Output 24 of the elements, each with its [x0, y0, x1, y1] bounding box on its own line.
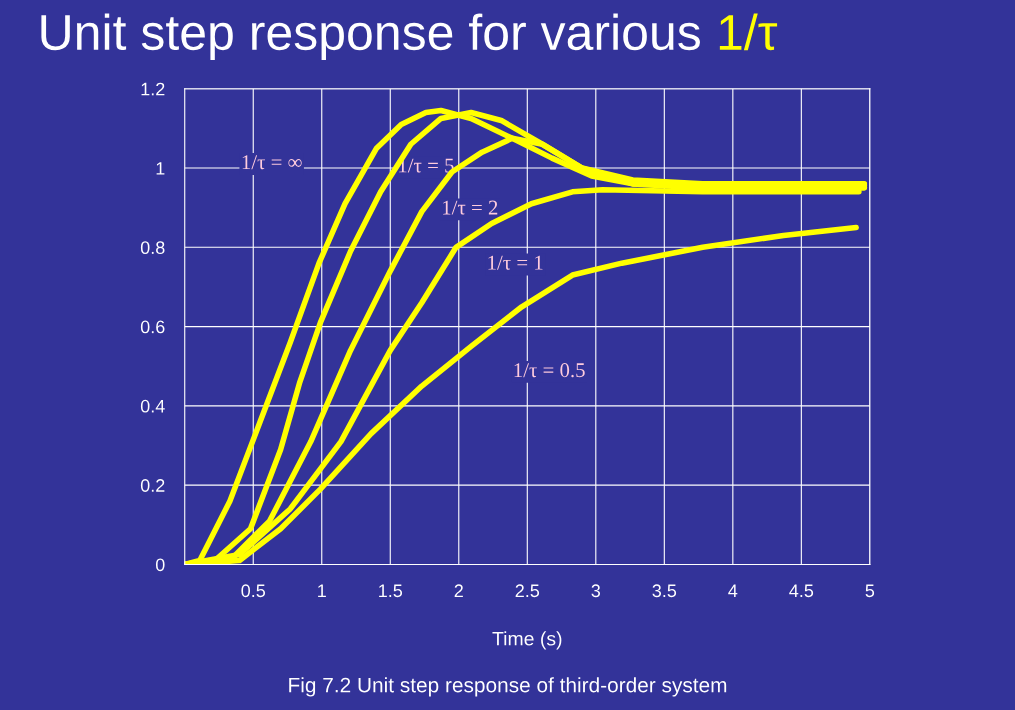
x-axis-title: Time (s)	[492, 631, 562, 650]
x-tick-label: 1.5	[379, 584, 403, 598]
y-tick-label: 0	[155, 558, 165, 572]
y-tick-label: 0.6	[140, 320, 165, 334]
text: 1/τ = ∞	[242, 155, 302, 170]
x-tick-label: 2.5	[515, 584, 540, 598]
y-tick-label: 1	[156, 162, 165, 175]
x-tick-label: 2	[454, 584, 463, 597]
y-tick-label: 0.4	[140, 399, 165, 413]
chart-title: Unit step response for various 1/τ	[41, 13, 778, 61]
x-tick-label: 4	[728, 584, 738, 597]
series-label: 1/τ = 2	[443, 200, 498, 215]
x-tick-label: 3.5	[652, 584, 677, 598]
x-tick-label: 4.5	[789, 584, 814, 598]
y-tick-label: 1.2	[141, 82, 165, 96]
x-tick-label: 5	[865, 584, 875, 598]
x-tick-label: 1	[318, 584, 326, 597]
series-label: 1/τ = 1	[488, 255, 543, 270]
y-tick-label: 0.8	[140, 241, 165, 255]
x-tick-label: 0.5	[241, 584, 266, 598]
caption: Fig 7.2 Unit step response of third-order system	[289, 677, 727, 697]
x-tick-label: 3	[591, 584, 601, 598]
series-label: 1/τ = 0.5	[514, 363, 585, 378]
y-tick-label: 0.2	[140, 479, 165, 492]
